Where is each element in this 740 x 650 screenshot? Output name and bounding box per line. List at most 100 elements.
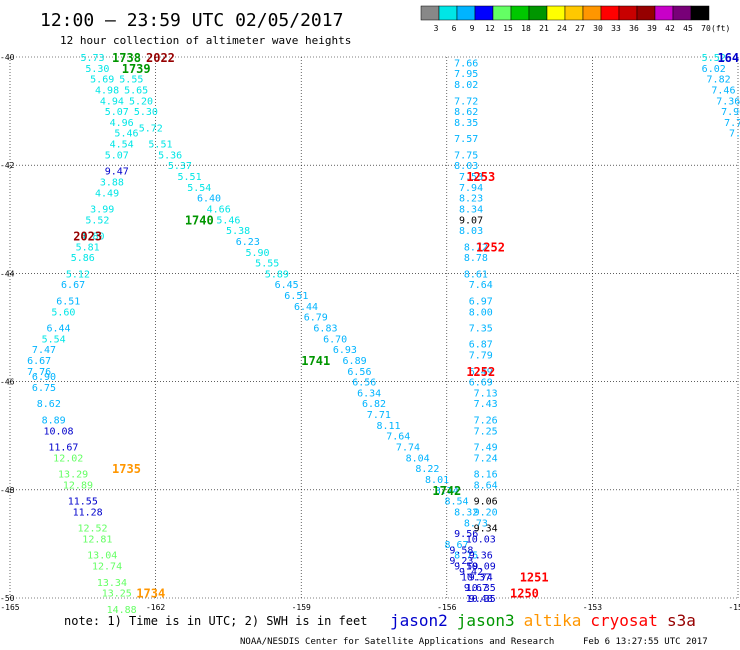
swh-value: 8.78 <box>464 253 488 264</box>
swh-value: 8.16 <box>474 470 498 481</box>
colorbar-label: 15 <box>503 24 513 33</box>
swh-value: 4.49 <box>95 188 119 199</box>
swh-value: 7.26 <box>474 415 498 426</box>
colorbar-swatch <box>600 5 620 21</box>
swh-value: 9.06 <box>474 497 498 508</box>
swh-value: 13.04 <box>87 551 117 562</box>
swh-value: 6.02 <box>702 64 726 75</box>
colorbar-label: 21 <box>539 24 549 33</box>
colorbar-swatch <box>618 5 638 21</box>
swh-value: 6.89 <box>343 356 367 367</box>
swh-value: 6.83 <box>313 324 337 335</box>
colorbar-swatch <box>546 5 566 21</box>
colorbar-swatch <box>654 5 674 21</box>
y-tick-label: -44 <box>0 269 15 278</box>
swh-value: 9.74 <box>469 572 493 583</box>
swh-value: 5.89 <box>265 269 289 280</box>
swh-value: 5.54 <box>42 334 66 345</box>
swh-value: 14.88 <box>107 605 137 616</box>
colorbar-label: 33 <box>611 24 621 33</box>
swh-value: 7.36 <box>716 96 740 107</box>
swh-value: 8.64 <box>474 480 498 491</box>
swh-value: 5.65 <box>124 85 148 96</box>
legend-jason2: jason2 <box>390 611 448 630</box>
footer-timestamp: Feb 6 13:27:55 UTC 2017 <box>583 637 708 647</box>
swh-value: 5.54 <box>187 183 211 194</box>
x-tick-label: -159 <box>292 603 311 612</box>
swh-value: 6.44 <box>46 324 70 335</box>
swh-value: 9.34 <box>474 524 498 535</box>
swh-value: 6.97 <box>469 296 493 307</box>
swh-value: 10.35 <box>466 594 496 605</box>
x-tick-label: -150 <box>728 603 740 612</box>
time-label: 164 <box>717 51 739 65</box>
swh-value: 6.44 <box>294 302 318 313</box>
swh-value: 6.90 <box>32 372 56 383</box>
swh-value: 13.25 <box>102 589 132 600</box>
swh-value: 9.56 <box>454 529 478 540</box>
swh-value: 4.94 <box>100 96 124 107</box>
swh-value: 6.51 <box>284 291 308 302</box>
swh-value: 8.73 <box>464 518 488 529</box>
legend-altika: altika <box>524 611 582 630</box>
swh-value: 3.99 <box>90 204 114 215</box>
swh-value: 5.36 <box>158 150 182 161</box>
swh-value: 7.43 <box>474 399 498 410</box>
swh-value: 8.11 <box>377 421 401 432</box>
swh-value: 6.70 <box>323 334 347 345</box>
swh-value: 8.00 <box>469 307 493 318</box>
colorbar-swatch <box>672 5 692 21</box>
swh-value: 9.07 <box>459 215 483 226</box>
swh-value: 5.69 <box>90 75 114 86</box>
swh-value: 6.40 <box>197 194 221 205</box>
swh-value: 10.09 <box>466 562 496 573</box>
y-tick-label: -48 <box>0 486 15 495</box>
swh-value: 8.62 <box>454 107 478 118</box>
swh-value: 8.32 <box>454 507 478 518</box>
swh-value: 6.56 <box>352 378 376 389</box>
swh-value: 5.55 <box>255 259 279 270</box>
swh-value: 7.24 <box>474 453 498 464</box>
swh-value: 5.20 <box>129 96 153 107</box>
legend-s3a: s3a <box>667 611 696 630</box>
swh-value: 6.51 <box>56 296 80 307</box>
swh-value: 7.7 <box>724 118 740 129</box>
swh-value: 7.64 <box>469 280 493 291</box>
swh-value: 6.82 <box>362 399 386 410</box>
swh-value: 8.74 <box>435 486 459 497</box>
swh-value: 6.49 <box>469 367 493 378</box>
swh-value: 6.79 <box>304 313 328 324</box>
swh-value: 8.03 <box>454 161 478 172</box>
swh-value: 7.95 <box>454 69 478 80</box>
footer-credit: NOAA/NESDIS Center for Satellite Applica… <box>240 637 554 647</box>
swh-value: 8.61 <box>464 269 488 280</box>
swh-value: 9.58 <box>449 545 473 556</box>
swh-value: 7.66 <box>454 58 478 69</box>
swh-value: 5.37 <box>168 161 192 172</box>
swh-value: 6.67 <box>61 280 85 291</box>
colorbar-label: 30 <box>593 24 603 33</box>
footer-note: note: 1) Time is in UTC; 2) SWH is in fe… <box>64 614 367 628</box>
swh-value: 8.04 <box>406 453 430 464</box>
swh-value: 8.03 <box>459 226 483 237</box>
colorbar-swatch <box>492 5 512 21</box>
swh-value: 7.35 <box>469 324 493 335</box>
swh-value: 7.94 <box>459 183 483 194</box>
swh-value: 8.62 <box>37 399 61 410</box>
swh-value: 12.52 <box>77 524 107 535</box>
swh-value: 3.88 <box>100 177 124 188</box>
swh-value: 5.46 <box>114 129 138 140</box>
swh-value: 9.48 <box>469 594 493 605</box>
swh-value: 7.75 <box>454 150 478 161</box>
swh-value: 9.59 <box>454 562 478 573</box>
time-label: 1741 <box>301 354 330 368</box>
legend-jason3: jason3 <box>457 611 515 630</box>
swh-value: 4.80 <box>80 232 104 243</box>
time-label: 1738 <box>112 51 141 65</box>
y-tick-label: -42 <box>0 161 15 170</box>
colorbar-swatch <box>564 5 584 21</box>
swh-value: 12.81 <box>82 534 112 545</box>
time-label: 1252 <box>476 240 505 254</box>
swh-value: 7.46 <box>711 85 735 96</box>
